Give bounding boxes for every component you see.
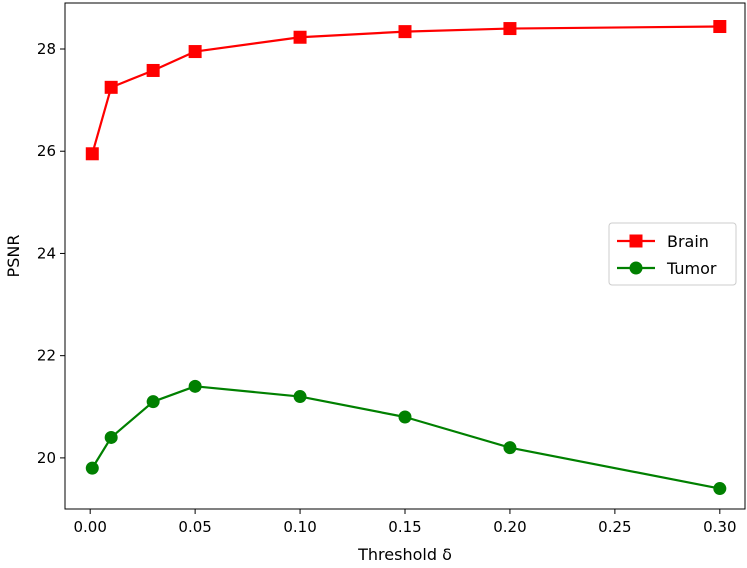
brain-data-point xyxy=(503,22,517,36)
y-tick-label: 26 xyxy=(37,142,56,160)
brain-data-point xyxy=(146,63,160,77)
legend-brain-marker xyxy=(629,234,643,248)
tumor-data-point xyxy=(398,410,412,424)
y-tick-label: 22 xyxy=(37,347,56,365)
x-tick-label: 0.15 xyxy=(388,518,421,536)
y-axis-ticks: 20 22 24 26 28 xyxy=(37,40,65,467)
x-tick-label: 0.25 xyxy=(598,518,631,536)
tumor-data-point xyxy=(503,441,517,455)
y-axis-label: PSNR xyxy=(4,235,23,278)
plot-area xyxy=(85,20,727,496)
tumor-data-point xyxy=(104,430,118,444)
brain-series-line xyxy=(91,25,720,155)
tumor-series-line xyxy=(91,385,721,490)
brain-data-point xyxy=(713,20,727,34)
brain-data-point xyxy=(398,25,412,39)
x-tick-label: 0.10 xyxy=(283,518,316,536)
brain-data-point xyxy=(104,80,118,94)
tumor-data-point xyxy=(85,461,99,475)
tumor-data-point xyxy=(146,395,160,409)
y-tick-label: 20 xyxy=(37,449,56,467)
y-tick-label: 24 xyxy=(37,244,56,262)
x-axis-ticks: 0.00 0.05 0.10 0.15 0.20 0.25 0.30 xyxy=(73,509,737,536)
x-tick-label: 0.20 xyxy=(493,518,526,536)
legend-tumor-marker xyxy=(629,261,643,275)
legend-brain-label: Brain xyxy=(667,232,709,251)
y-tick-label: 28 xyxy=(37,40,56,58)
x-tick-label: 0.30 xyxy=(703,518,736,536)
brain-data-point xyxy=(188,45,202,59)
tumor-data-point xyxy=(188,379,202,393)
x-tick-label: 0.00 xyxy=(73,518,106,536)
legend: Brain Tumor xyxy=(608,222,737,286)
tumor-data-point xyxy=(293,390,307,404)
brain-data-point xyxy=(85,147,99,161)
brain-data-point xyxy=(293,30,307,44)
legend-tumor-label: Tumor xyxy=(666,259,717,278)
x-axis-label: Threshold δ xyxy=(357,545,452,564)
x-tick-label: 0.05 xyxy=(178,518,211,536)
tumor-data-point xyxy=(713,482,727,496)
